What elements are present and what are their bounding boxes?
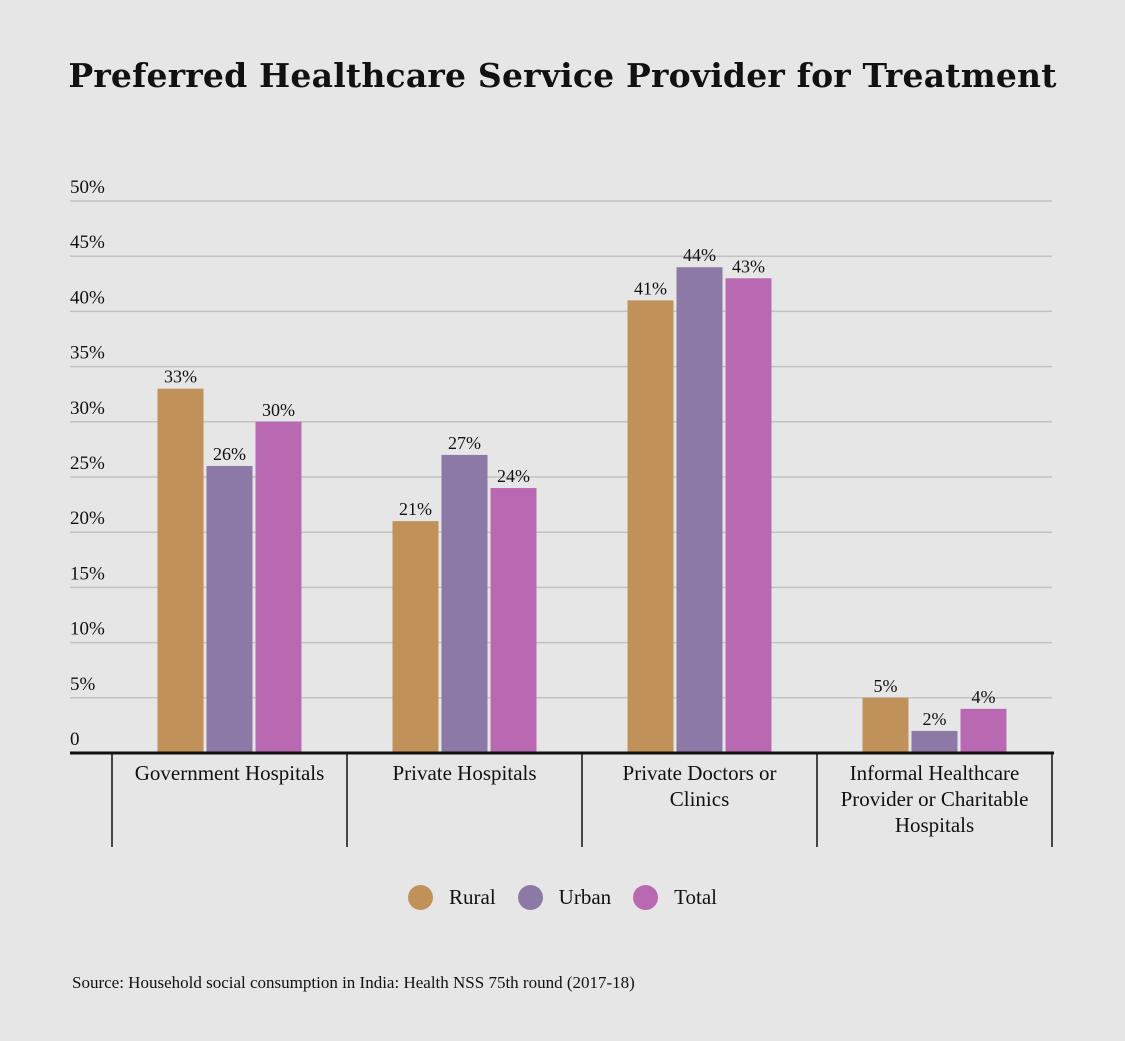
- bar: [392, 521, 439, 753]
- data-label: 4%: [972, 687, 996, 707]
- x-tick-label: Provider or Charitable: [841, 787, 1029, 811]
- bar: [725, 278, 772, 753]
- bar: [911, 730, 958, 753]
- legend-item-urban: Urban: [517, 885, 612, 910]
- data-label: 24%: [497, 466, 530, 486]
- bar: [676, 267, 723, 753]
- y-tick-label: 45%: [70, 232, 105, 253]
- data-label: 30%: [262, 400, 295, 420]
- bar: [627, 300, 674, 753]
- legend-swatch-rural: [408, 885, 433, 910]
- y-tick-label: 5%: [70, 674, 96, 695]
- bar: [490, 488, 537, 753]
- x-tick-label: Informal Healthcare: [850, 761, 1020, 785]
- chart-title: Preferred Healthcare Service Provider fo…: [68, 56, 1057, 95]
- legend: Rural Urban Total: [0, 885, 1125, 910]
- legend-label-rural: Rural: [449, 885, 496, 909]
- x-tick-label: Clinics: [670, 787, 730, 811]
- data-label: 41%: [634, 278, 667, 298]
- x-tick-label: Government Hospitals: [135, 761, 325, 785]
- data-label: 33%: [164, 367, 197, 387]
- data-label: 21%: [399, 499, 432, 519]
- x-tick-label: Private Hospitals: [392, 761, 536, 785]
- legend-label-total: Total: [674, 885, 717, 909]
- bar: [206, 465, 253, 753]
- bar: [157, 388, 204, 753]
- y-tick-label: 20%: [70, 508, 105, 529]
- x-tick-label: Private Doctors or: [623, 761, 777, 785]
- legend-item-rural: Rural: [408, 885, 496, 910]
- y-tick-label: 15%: [70, 563, 105, 584]
- y-tick-label: 25%: [70, 453, 105, 474]
- legend-label-urban: Urban: [558, 885, 612, 909]
- y-tick-label: 30%: [70, 398, 105, 419]
- y-tick-label: 50%: [70, 177, 105, 198]
- legend-swatch-urban: [517, 885, 543, 910]
- data-label: 2%: [923, 709, 947, 729]
- bar: [960, 708, 1007, 753]
- y-tick-label: 10%: [70, 619, 105, 640]
- data-label: 5%: [874, 676, 898, 696]
- data-label: 26%: [213, 444, 246, 464]
- y-tick-label: 35%: [70, 343, 105, 364]
- legend-item-total: Total: [633, 885, 717, 910]
- y-tick-label: 40%: [70, 287, 105, 308]
- bar: [255, 421, 302, 753]
- y-tick-label: 0: [70, 729, 80, 750]
- bar: [862, 697, 909, 753]
- data-label: 44%: [683, 245, 716, 265]
- source-note: Source: Household social consumption in …: [72, 973, 635, 992]
- x-tick-label: Hospitals: [895, 813, 974, 837]
- bar: [441, 454, 488, 753]
- data-label: 27%: [448, 433, 481, 453]
- data-label: 43%: [732, 256, 765, 276]
- legend-swatch-total: [633, 885, 659, 910]
